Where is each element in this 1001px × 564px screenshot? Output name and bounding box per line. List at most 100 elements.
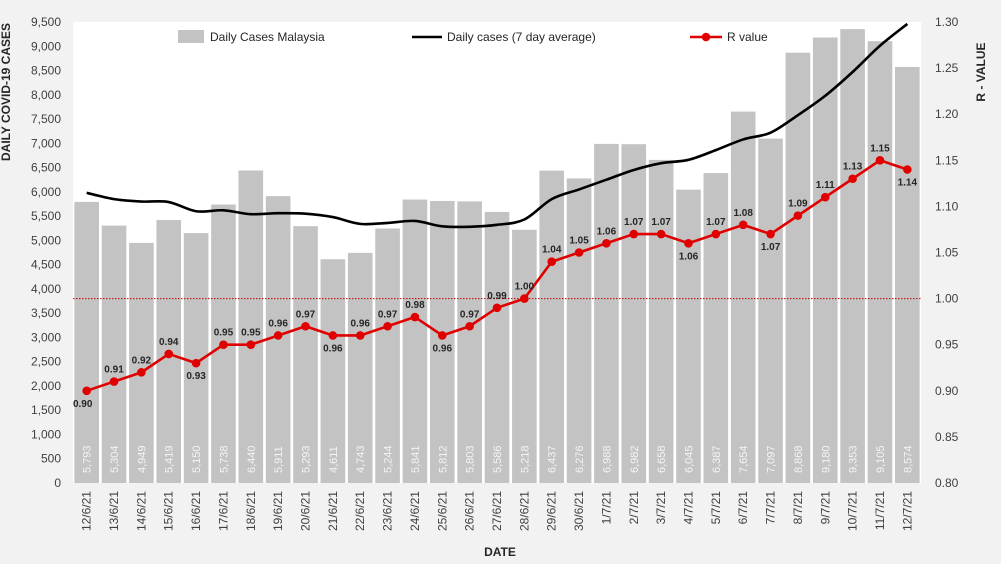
y2-tick-label: 0.80 bbox=[935, 476, 959, 490]
bar bbox=[101, 225, 127, 483]
r-value-marker bbox=[492, 303, 502, 313]
r-value-marker bbox=[820, 192, 830, 202]
bar bbox=[730, 111, 756, 483]
bar bbox=[648, 159, 674, 483]
r-value-marker bbox=[301, 321, 310, 331]
bar-value-label: 5,304 bbox=[109, 445, 121, 473]
x-tick-label: 27/6/21 bbox=[490, 491, 504, 531]
bar bbox=[129, 242, 154, 483]
bar bbox=[867, 41, 893, 483]
x-tick-label: 21/6/21 bbox=[326, 491, 340, 531]
r-value-label: 1.08 bbox=[733, 208, 753, 219]
r-value-marker bbox=[793, 211, 803, 220]
y-axis-title: DAILY COVID-19 CASES bbox=[0, 23, 13, 161]
y-tick-label: 9,000 bbox=[31, 39, 61, 53]
y2-tick-label: 0.95 bbox=[935, 338, 959, 352]
bar-value-label: 5,911 bbox=[273, 446, 285, 473]
r-value-marker bbox=[437, 331, 447, 340]
y-tick-label: 4,500 bbox=[31, 258, 61, 272]
r-value-marker bbox=[738, 220, 748, 230]
r-value-marker bbox=[848, 174, 857, 184]
y2-tick-label: 1.30 bbox=[935, 15, 959, 29]
y-tick-label: 6,500 bbox=[31, 161, 61, 175]
r-value-marker bbox=[766, 229, 775, 239]
y-tick-label: 2,500 bbox=[31, 355, 61, 369]
bar-value-label: 9,180 bbox=[820, 445, 832, 473]
x-tick-label: 6/7/21 bbox=[736, 491, 750, 525]
r-value-label: 0.92 bbox=[132, 355, 152, 366]
bar-series bbox=[74, 29, 920, 484]
y-tick-label: 7,000 bbox=[31, 136, 61, 150]
x-tick-label: 15/6/21 bbox=[162, 491, 176, 531]
bar bbox=[238, 170, 264, 483]
x-tick-label: 3/7/21 bbox=[654, 491, 668, 525]
bar bbox=[840, 29, 865, 484]
bar bbox=[512, 229, 537, 483]
r-value-label: 0.97 bbox=[460, 309, 480, 320]
r-value-label: 0.90 bbox=[73, 399, 93, 410]
r-value-marker bbox=[875, 156, 885, 165]
bar bbox=[594, 143, 619, 483]
x-tick-label: 29/6/21 bbox=[545, 491, 559, 531]
r-value-marker bbox=[903, 165, 912, 174]
y2-tick-label: 0.90 bbox=[935, 384, 959, 398]
x-tick-label: 2/7/21 bbox=[627, 491, 641, 525]
x-tick-label: 7/7/21 bbox=[764, 491, 778, 525]
bar-value-label: 5,738 bbox=[218, 445, 230, 473]
x-tick-label: 24/6/21 bbox=[408, 491, 422, 531]
y-tick-label: 2,000 bbox=[31, 379, 61, 393]
r-value-label: 1.14 bbox=[898, 178, 918, 189]
r-value-label: 1.09 bbox=[788, 199, 808, 210]
bar-value-label: 7,097 bbox=[766, 445, 778, 473]
bar bbox=[429, 200, 455, 483]
x-tick-label: 25/6/21 bbox=[435, 491, 449, 531]
r-value-label: 1.07 bbox=[706, 217, 726, 228]
y-tick-label: 7,500 bbox=[31, 112, 61, 126]
bar-value-label: 5,841 bbox=[410, 445, 422, 473]
r-value-label: 1.06 bbox=[679, 251, 699, 262]
y-tick-label: 8,500 bbox=[31, 64, 61, 78]
average-line-group bbox=[86, 22, 909, 229]
bar-value-label: 6,988 bbox=[601, 445, 613, 473]
y-tick-label: 8,000 bbox=[31, 88, 61, 102]
y2-tick-label: 1.10 bbox=[935, 199, 959, 213]
y-tick-label: 500 bbox=[41, 452, 61, 466]
r-value-label: 0.95 bbox=[241, 328, 261, 339]
y2-tick-label: 1.00 bbox=[935, 292, 959, 306]
bar bbox=[402, 199, 428, 483]
legend-label-bars: Daily Cases Malaysia bbox=[210, 30, 325, 44]
r-value-label: 0.99 bbox=[487, 291, 507, 302]
r-value-marker bbox=[219, 340, 228, 350]
x-tick-label: 20/6/21 bbox=[299, 491, 313, 531]
r-value-marker bbox=[574, 248, 584, 257]
x-tick-label: 14/6/21 bbox=[134, 491, 148, 531]
bar-value-label: 5,586 bbox=[492, 445, 504, 473]
r-value-label: 0.95 bbox=[214, 328, 234, 339]
r-value-label: 0.96 bbox=[268, 318, 288, 329]
bar-value-label: 5,793 bbox=[82, 445, 94, 473]
x-tick-label: 8/7/21 bbox=[791, 491, 805, 525]
bar-value-label: 8,574 bbox=[902, 445, 914, 473]
x-tick-label: 4/7/21 bbox=[681, 491, 695, 525]
x-tick-label: 12/7/21 bbox=[900, 491, 914, 531]
r-value-marker bbox=[355, 331, 365, 340]
average-line bbox=[86, 22, 909, 229]
r-value-label: 0.91 bbox=[104, 365, 124, 376]
bar bbox=[703, 173, 729, 483]
y2-axis-title: R - VALUE bbox=[974, 42, 988, 101]
x-tick-label: 17/6/21 bbox=[216, 491, 230, 531]
r-value-label: 1.07 bbox=[761, 242, 781, 253]
r-value-group: 0.90 0.91 0.92 0.94 0.93 0.95 0.95 0.96 0.97 0.96… bbox=[73, 143, 918, 410]
bar bbox=[895, 66, 920, 484]
x-tick-label: 22/6/21 bbox=[353, 491, 367, 531]
y-tick-label: 9,500 bbox=[31, 15, 61, 29]
x-tick-label: 16/6/21 bbox=[189, 491, 203, 531]
r-value-label: 1.15 bbox=[870, 143, 890, 154]
y-tick-label: 1,500 bbox=[31, 403, 61, 417]
r-value-marker bbox=[383, 321, 392, 331]
bar-value-label: 5,803 bbox=[465, 445, 477, 473]
r-value-marker bbox=[711, 229, 721, 239]
legend-marker-r bbox=[701, 32, 711, 42]
r-value-label: 0.97 bbox=[378, 309, 398, 320]
y-tick-label: 5,500 bbox=[31, 209, 61, 223]
